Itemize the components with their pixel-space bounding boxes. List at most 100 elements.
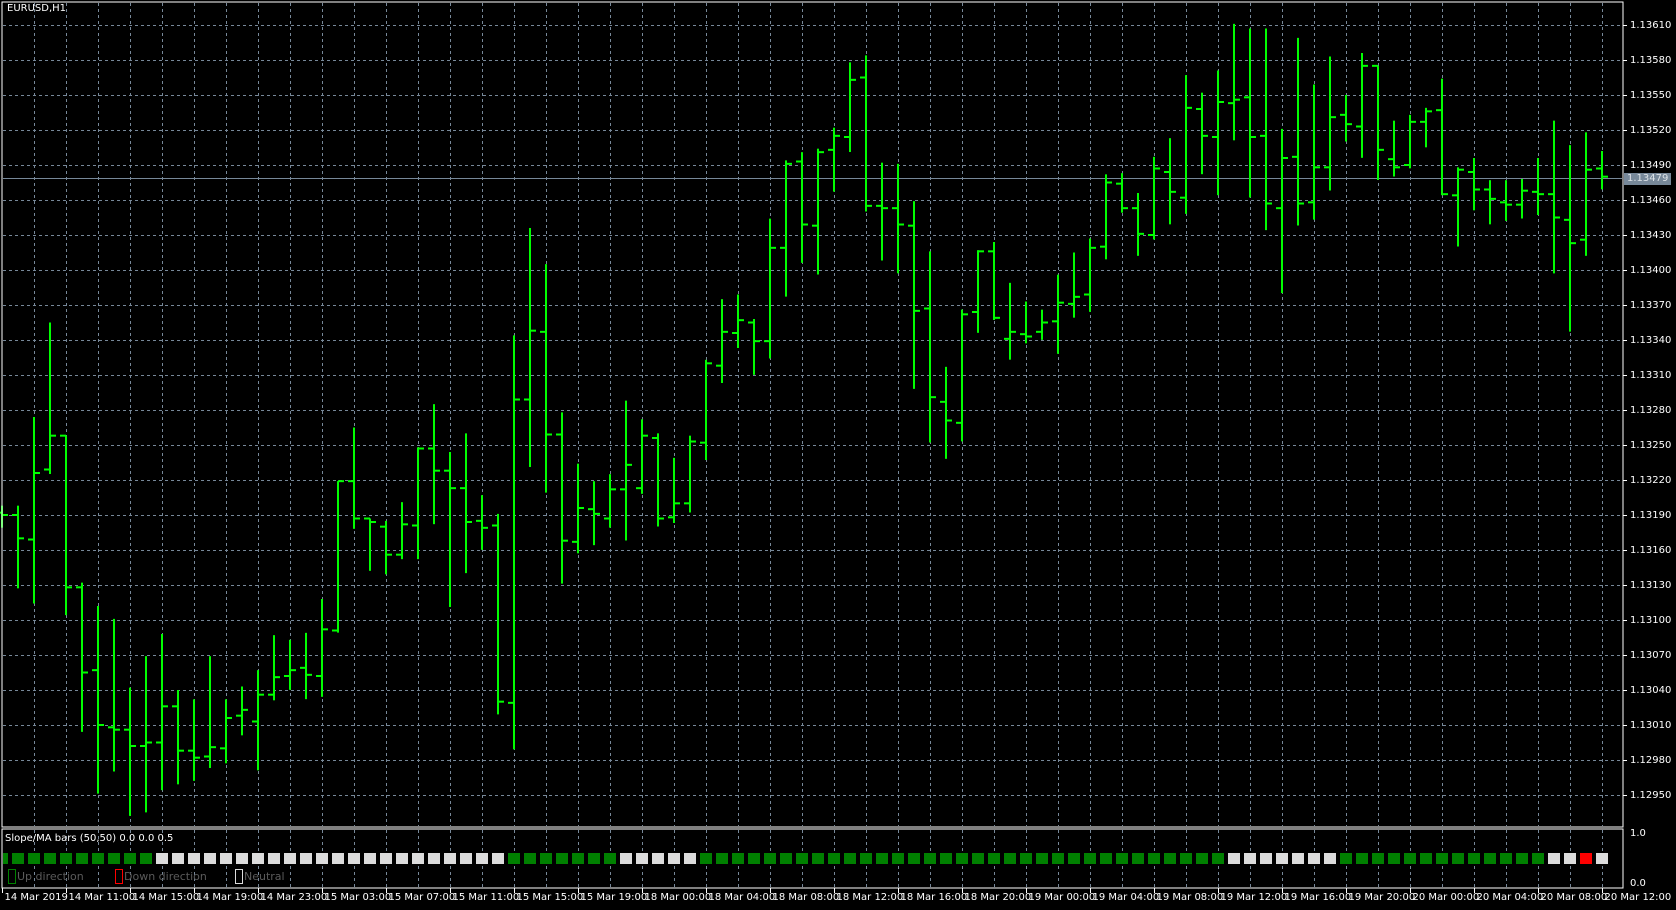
ohlc-bar <box>44 322 56 474</box>
indicator-square-up <box>1516 853 1528 864</box>
indicator-square-neutral <box>620 853 632 864</box>
indicator-square-up <box>780 853 792 864</box>
ohlc-bar <box>604 474 616 528</box>
indicator-square-neutral <box>1596 853 1608 864</box>
indicator-square-up <box>572 853 584 864</box>
ohlc-bar <box>556 412 568 584</box>
indicator-square-up <box>1468 853 1480 864</box>
indicator-square-up <box>1212 853 1224 864</box>
indicator-axis-bottom: 0.0 <box>1630 878 1646 889</box>
indicator-square-neutral <box>316 853 328 864</box>
ohlc-bar <box>748 319 760 375</box>
ohlc-bar <box>1308 84 1320 220</box>
price-tick-label: 1.13370 <box>1630 299 1672 311</box>
indicator-square-up <box>812 853 824 864</box>
time-tick-label: 20 Mar 00:00 <box>1412 892 1480 903</box>
ohlc-bar <box>1468 158 1480 211</box>
indicator-square-up <box>1004 853 1016 864</box>
price-tick-label: 1.13430 <box>1630 229 1672 241</box>
ohlc-bar <box>1004 282 1016 360</box>
ohlc-bar <box>1340 95 1352 142</box>
indicator-square-up <box>92 853 104 864</box>
indicator-square-up <box>1452 853 1464 864</box>
axes <box>2 25 1627 893</box>
ohlc-bar <box>1356 53 1368 158</box>
ohlc-bar <box>396 502 408 560</box>
legend-down-label: Down direction <box>124 870 207 883</box>
ohlc-bar <box>412 447 424 560</box>
legend-neutral-label: Neutral <box>244 870 285 883</box>
ohlc-bar <box>300 632 312 700</box>
ohlc-bar <box>972 250 984 333</box>
ohlc-bar <box>1532 158 1544 215</box>
time-tick-label: 15 Mar 19:00 <box>580 892 648 903</box>
time-tick-label: 14 Mar 2019 <box>4 892 68 903</box>
time-tick-label: 15 Mar 07:00 <box>388 892 456 903</box>
ohlc-bar <box>1212 70 1224 196</box>
ohlc-bar <box>684 435 696 513</box>
indicator-square-up <box>1180 853 1192 864</box>
ohlc-bar <box>716 299 728 383</box>
price-tick-label: 1.13400 <box>1630 264 1672 276</box>
ohlc-bar <box>1228 23 1240 141</box>
indicator-square-up <box>124 853 136 864</box>
indicator-square-up <box>1116 853 1128 864</box>
time-tick-label: 14 Mar 11:00 <box>68 892 136 903</box>
indicator-square-neutral <box>188 853 200 864</box>
indicator-square-up <box>12 853 24 864</box>
ohlc-bar <box>172 690 184 785</box>
ohlc-bar <box>1404 114 1416 169</box>
ohlc-bar <box>1068 252 1080 318</box>
indicator-square-up <box>1068 853 1080 864</box>
ohlc-bar <box>444 452 456 607</box>
ohlc-bar <box>940 366 952 459</box>
price-tick-label: 1.13070 <box>1630 649 1672 661</box>
indicator-square-neutral <box>220 853 232 864</box>
ohlc-bar <box>652 433 664 527</box>
indicator-square-up <box>956 853 968 864</box>
indicator-square-neutral <box>300 853 312 864</box>
time-tick-label: 15 Mar 15:00 <box>516 892 584 903</box>
ohlc-bar <box>524 228 536 467</box>
indicator-square-up <box>1084 853 1096 864</box>
price-tick-label: 1.13250 <box>1630 439 1672 451</box>
indicator-square-neutral <box>684 853 696 864</box>
price-tick-label: 1.13100 <box>1630 614 1672 626</box>
ohlc-bar <box>876 162 888 261</box>
indicator-square-neutral <box>460 853 472 864</box>
legend-up-swatch <box>8 869 16 884</box>
time-tick-label: 14 Mar 23:00 <box>260 892 328 903</box>
indicator-square-up <box>716 853 728 864</box>
indicator-square-up <box>140 853 152 864</box>
indicator-square-up <box>1052 853 1064 864</box>
indicator-square-up <box>1020 853 1032 864</box>
indicator-square-neutral <box>156 853 168 864</box>
ohlc-bar <box>220 699 232 764</box>
indicator-square-up <box>524 853 536 864</box>
indicator-square-neutral <box>268 853 280 864</box>
indicator-square-neutral <box>652 853 664 864</box>
price-tick-label: 1.13340 <box>1630 334 1672 346</box>
indicator-square-neutral <box>204 853 216 864</box>
indicator-square-up <box>1148 853 1160 864</box>
indicator-square-neutral <box>1548 853 1560 864</box>
ohlc-bar <box>892 163 904 274</box>
ohlc-bar <box>332 480 344 633</box>
ohlc-bar <box>988 242 1000 320</box>
indicator-square-neutral <box>1244 853 1256 864</box>
price-tick-label: 1.13490 <box>1630 159 1672 171</box>
ohlc-bar <box>764 218 776 359</box>
ohlc-bar <box>1596 151 1608 190</box>
time-tick-label: 19 Mar 04:00 <box>1092 892 1160 903</box>
legend-down-swatch <box>115 869 123 884</box>
indicator-square-up <box>588 853 600 864</box>
time-tick-label: 18 Mar 20:00 <box>964 892 1032 903</box>
ohlc-bar <box>700 359 712 460</box>
ohlc-bar <box>1244 28 1256 198</box>
ohlc-bar <box>1148 156 1160 240</box>
indicator-square-neutral <box>1228 853 1240 864</box>
ohlc-bar <box>284 639 296 690</box>
indicator-square-up <box>1420 853 1432 864</box>
ohlc-bar <box>1036 309 1048 340</box>
